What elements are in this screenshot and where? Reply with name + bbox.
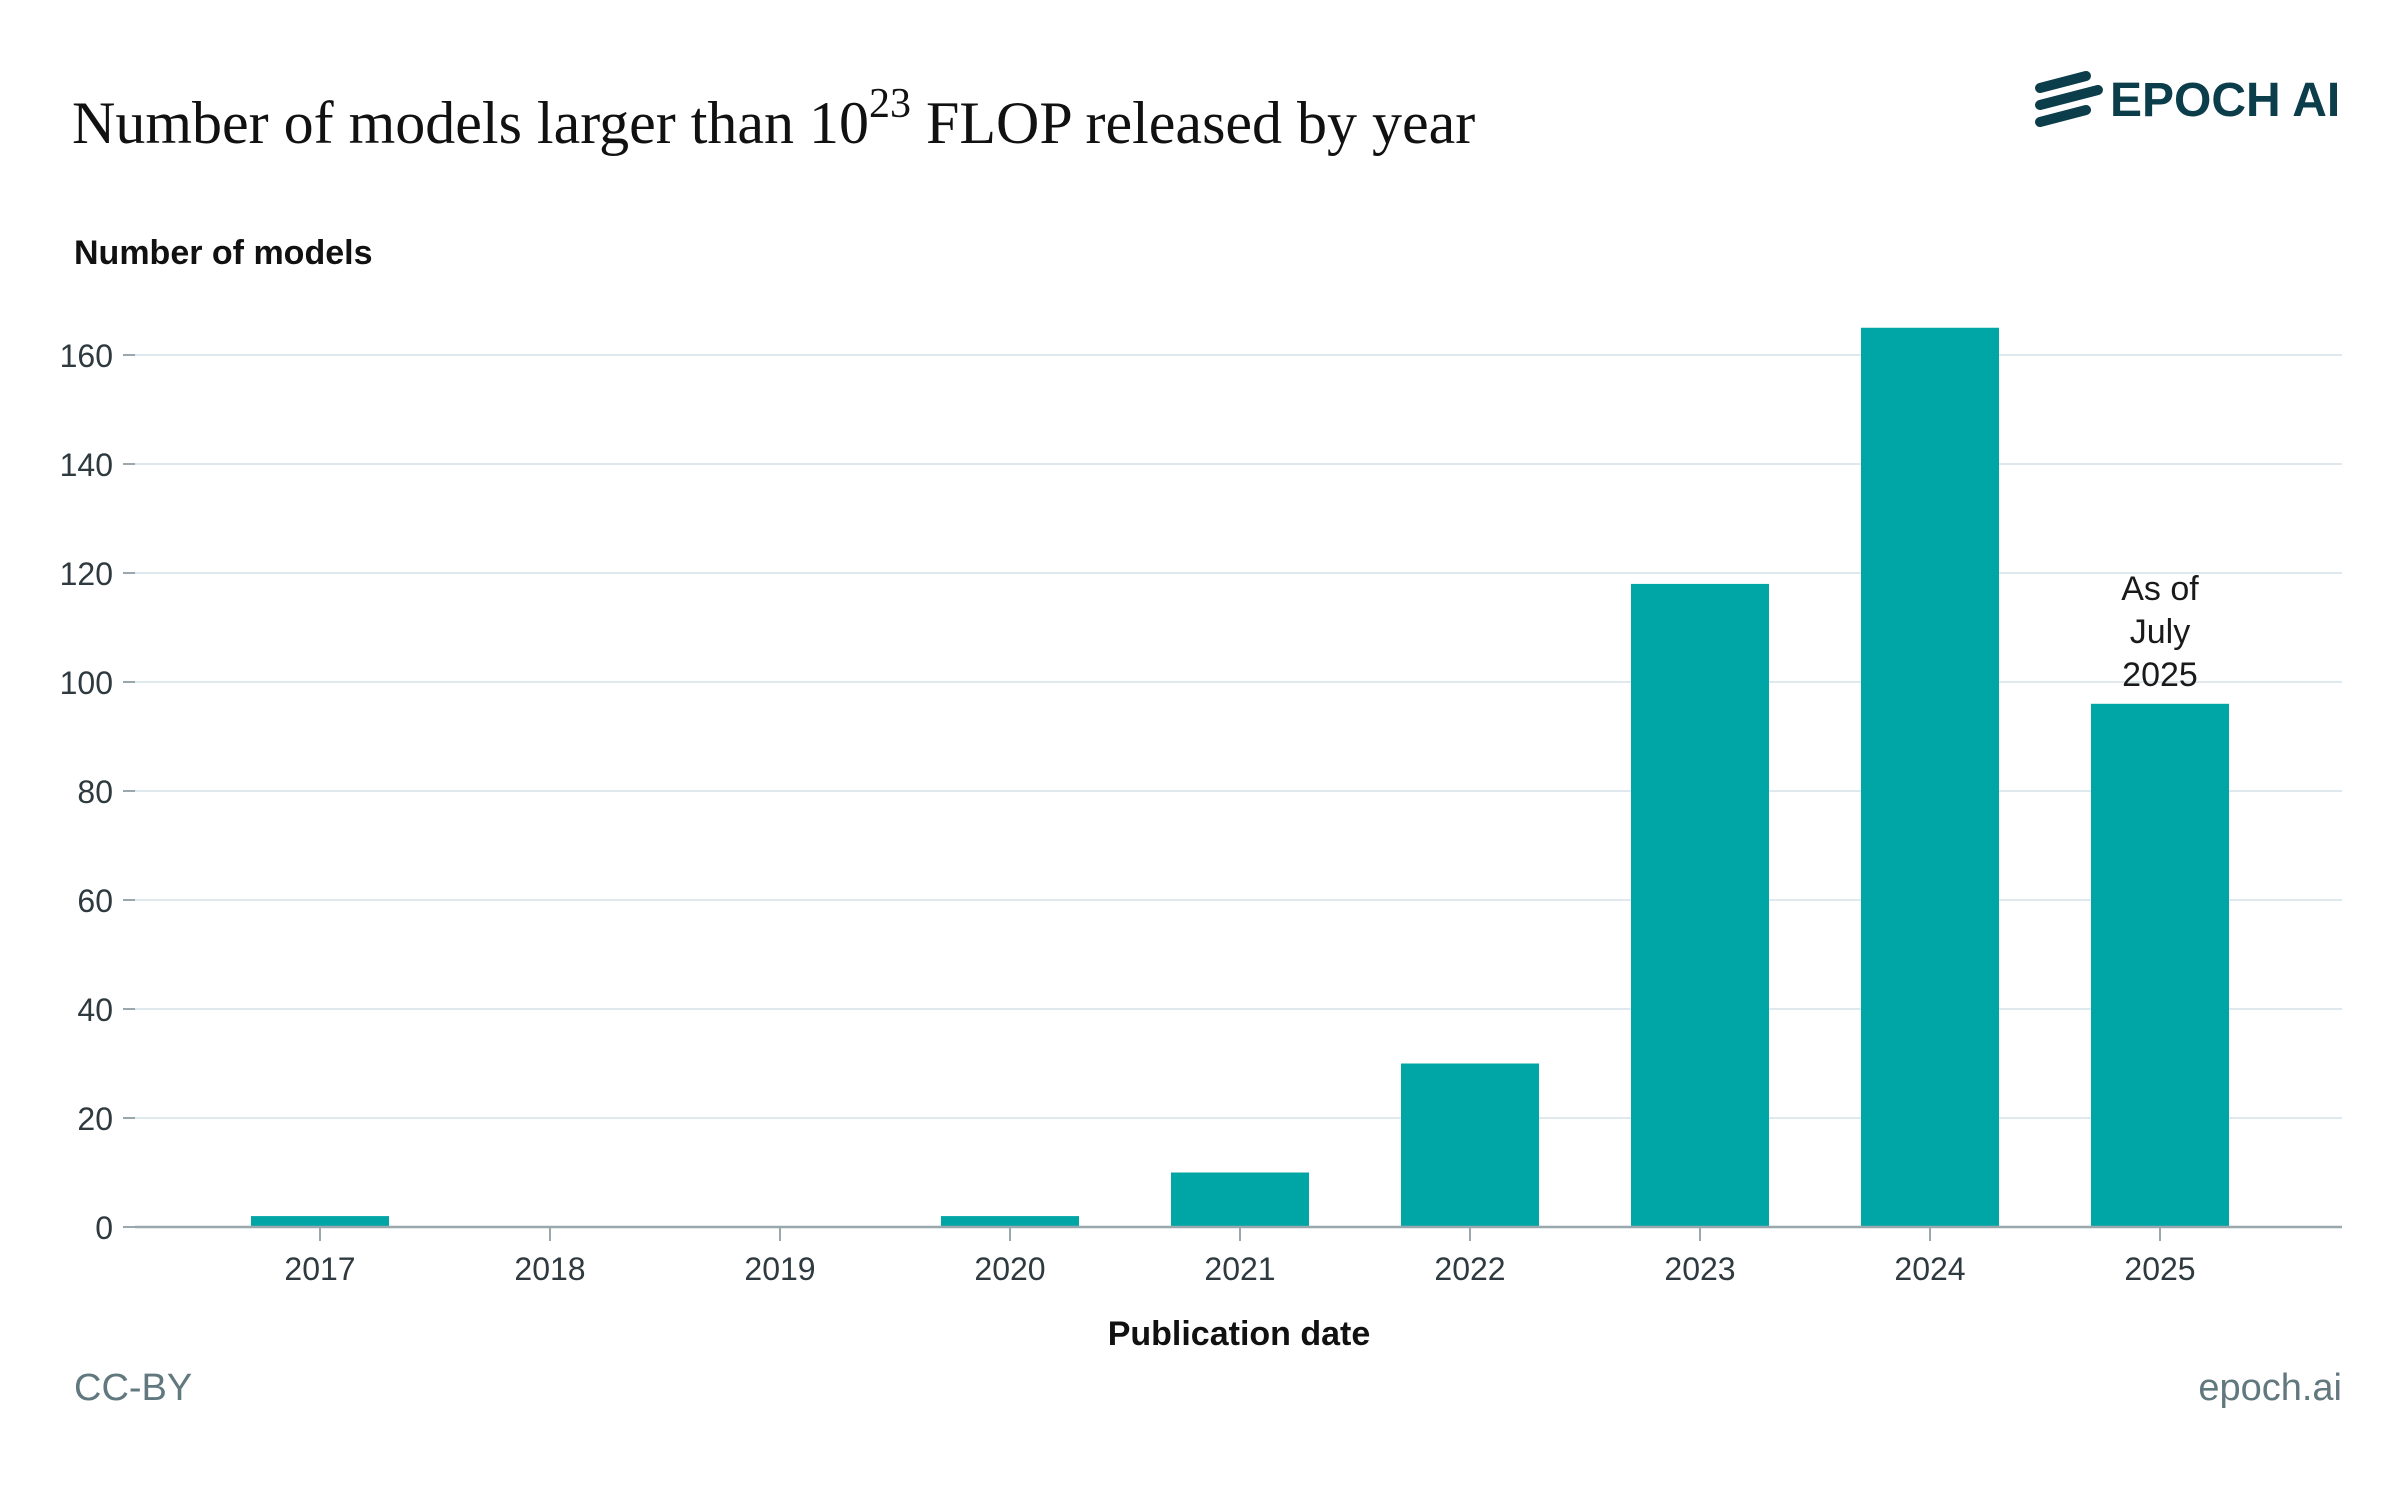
x-tick-label-2021: 2021 bbox=[1204, 1251, 1275, 1287]
bar-2023[interactable] bbox=[1631, 583, 1769, 1227]
x-tick-label-2025: 2025 bbox=[2124, 1251, 2195, 1287]
epoch-logo-icon bbox=[2035, 71, 2103, 127]
y-tick-label-40: 40 bbox=[77, 992, 113, 1028]
y-axis-label: Number of models bbox=[74, 234, 372, 272]
bar-series bbox=[251, 327, 2229, 1228]
y-tick-label-120: 120 bbox=[60, 556, 113, 592]
annotation-line: July bbox=[2130, 613, 2190, 651]
x-tick-label-2022: 2022 bbox=[1434, 1251, 1505, 1287]
x-tick-label-2017: 2017 bbox=[284, 1251, 355, 1287]
y-tick-label-80: 80 bbox=[77, 774, 113, 810]
bar-2020[interactable] bbox=[941, 1216, 1079, 1227]
x-tick-label-2020: 2020 bbox=[974, 1251, 1045, 1287]
y-axis-ticks: 0 20 40 60 80 100 120 140 160 bbox=[60, 338, 135, 1246]
bar-2017[interactable] bbox=[251, 1216, 389, 1227]
license-label: CC-BY bbox=[74, 1367, 192, 1409]
y-tick-label-100: 100 bbox=[60, 665, 113, 701]
bar-2024[interactable] bbox=[1861, 327, 1999, 1227]
y-tick-label-20: 20 bbox=[77, 1101, 113, 1137]
y-tick-label-0: 0 bbox=[95, 1210, 113, 1246]
y-tick-label-60: 60 bbox=[77, 883, 113, 919]
bar-2021[interactable] bbox=[1171, 1172, 1309, 1228]
chart-title: Number of models larger than 1023 FLOP r… bbox=[72, 81, 1475, 156]
annotations: As of July 2025 bbox=[2121, 570, 2199, 694]
x-tick-label-2018: 2018 bbox=[514, 1251, 585, 1287]
y-tick-label-140: 140 bbox=[60, 447, 113, 483]
site-link[interactable]: epoch.ai bbox=[2198, 1367, 2342, 1409]
annotation-line: As of bbox=[2121, 570, 2199, 608]
bar-2025[interactable] bbox=[2091, 703, 2229, 1227]
x-axis-ticks: 2017 2018 2019 2020 2021 2022 2023 2024 2025 bbox=[284, 1227, 2196, 1287]
gridlines bbox=[135, 354, 2342, 1119]
x-tick-label-2019: 2019 bbox=[744, 1251, 815, 1287]
chart-title-suffix: FLOP released by year bbox=[911, 90, 1475, 156]
brand-name: EPOCH AI bbox=[2110, 74, 2340, 127]
epoch-ai-logo: EPOCH AI bbox=[2035, 71, 2340, 127]
y-tick-label-160: 160 bbox=[60, 338, 113, 374]
chart-title-exponent: 23 bbox=[869, 81, 911, 127]
bar-2022[interactable] bbox=[1401, 1063, 1539, 1228]
annotation-line: 2025 bbox=[2122, 656, 2198, 694]
x-tick-label-2024: 2024 bbox=[1894, 1251, 1965, 1287]
chart-title-prefix: Number of models larger than 10 bbox=[72, 90, 869, 156]
x-axis-label: Publication date bbox=[1108, 1315, 1371, 1353]
x-tick-label-2023: 2023 bbox=[1664, 1251, 1735, 1287]
